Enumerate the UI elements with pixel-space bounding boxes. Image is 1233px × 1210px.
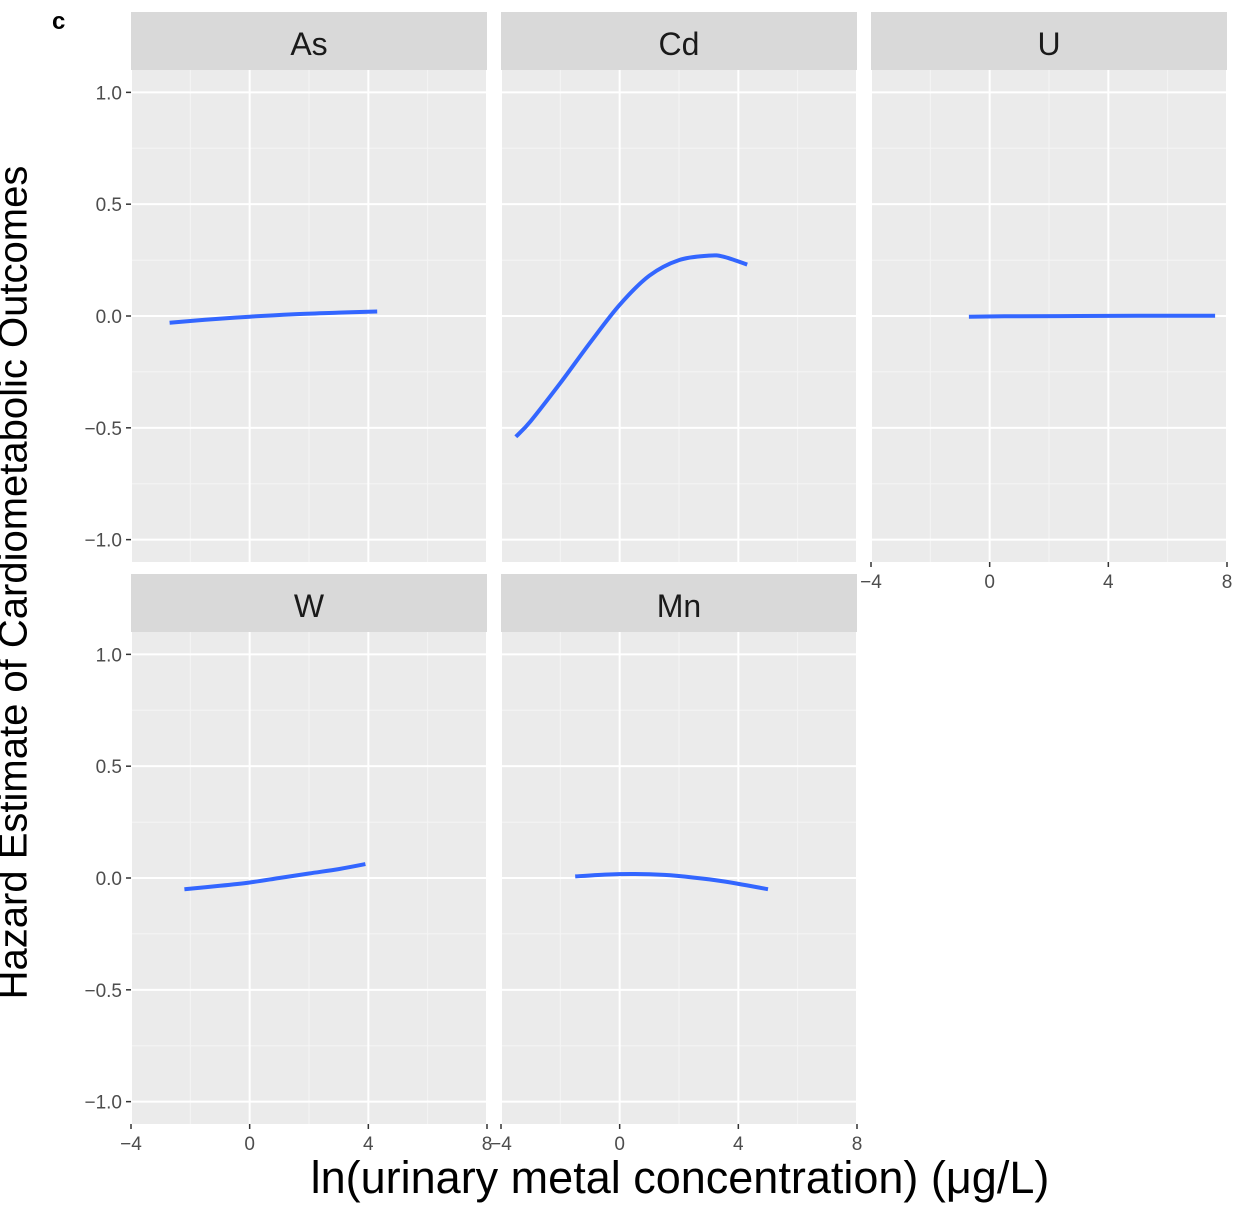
x-tick-label: 0 xyxy=(614,1134,625,1155)
facet-strip-cd xyxy=(501,12,857,70)
x-axis-label: ln(urinary metal concentration) (μg/L) xyxy=(310,1152,1050,1203)
x-tick-label: 8 xyxy=(1222,572,1233,593)
y-tick-label: 1.0 xyxy=(96,83,122,104)
x-tick-label: 4 xyxy=(1103,572,1114,593)
series-line-as xyxy=(169,309,378,325)
series-line-w xyxy=(184,862,366,892)
y-tick-label: −1.0 xyxy=(84,531,122,552)
series-line-mn xyxy=(575,871,769,892)
facet-title-mn: Mn xyxy=(657,588,701,624)
y-tick-label: −0.5 xyxy=(84,981,122,1002)
x-tick-label: 4 xyxy=(733,1134,744,1155)
facet-title-cd: Cd xyxy=(659,26,700,62)
facet-strip-w xyxy=(131,574,487,632)
x-tick-label: −4 xyxy=(120,1134,142,1155)
facet-strip-u xyxy=(871,12,1227,70)
x-tick-label: −4 xyxy=(490,1134,512,1155)
y-tick-label: −0.5 xyxy=(84,419,122,440)
x-tick-label: 8 xyxy=(482,1134,493,1155)
y-tick-label: −1.0 xyxy=(84,1093,122,1114)
series-line-cd xyxy=(514,253,748,439)
x-tick-label: 8 xyxy=(852,1134,863,1155)
panel-label: c xyxy=(52,8,66,35)
x-tick-label: 0 xyxy=(984,572,995,593)
y-tick-label: 0.5 xyxy=(96,195,122,216)
x-tick-label: 4 xyxy=(363,1134,374,1155)
y-tick-label: 1.0 xyxy=(96,645,122,666)
x-tick-label: −4 xyxy=(860,572,882,593)
y-tick-label: 0.0 xyxy=(96,307,122,328)
y-tick-label: 0.0 xyxy=(96,869,122,890)
facet-strip-mn xyxy=(501,574,857,632)
facet-title-as: As xyxy=(290,26,327,62)
facet-title-w: W xyxy=(294,588,325,624)
series-line-u xyxy=(968,313,1216,319)
y-tick-label: 0.5 xyxy=(96,757,122,778)
facet-title-u: U xyxy=(1037,26,1060,62)
x-tick-label: 0 xyxy=(244,1134,255,1155)
facet-strip-as xyxy=(131,12,487,70)
